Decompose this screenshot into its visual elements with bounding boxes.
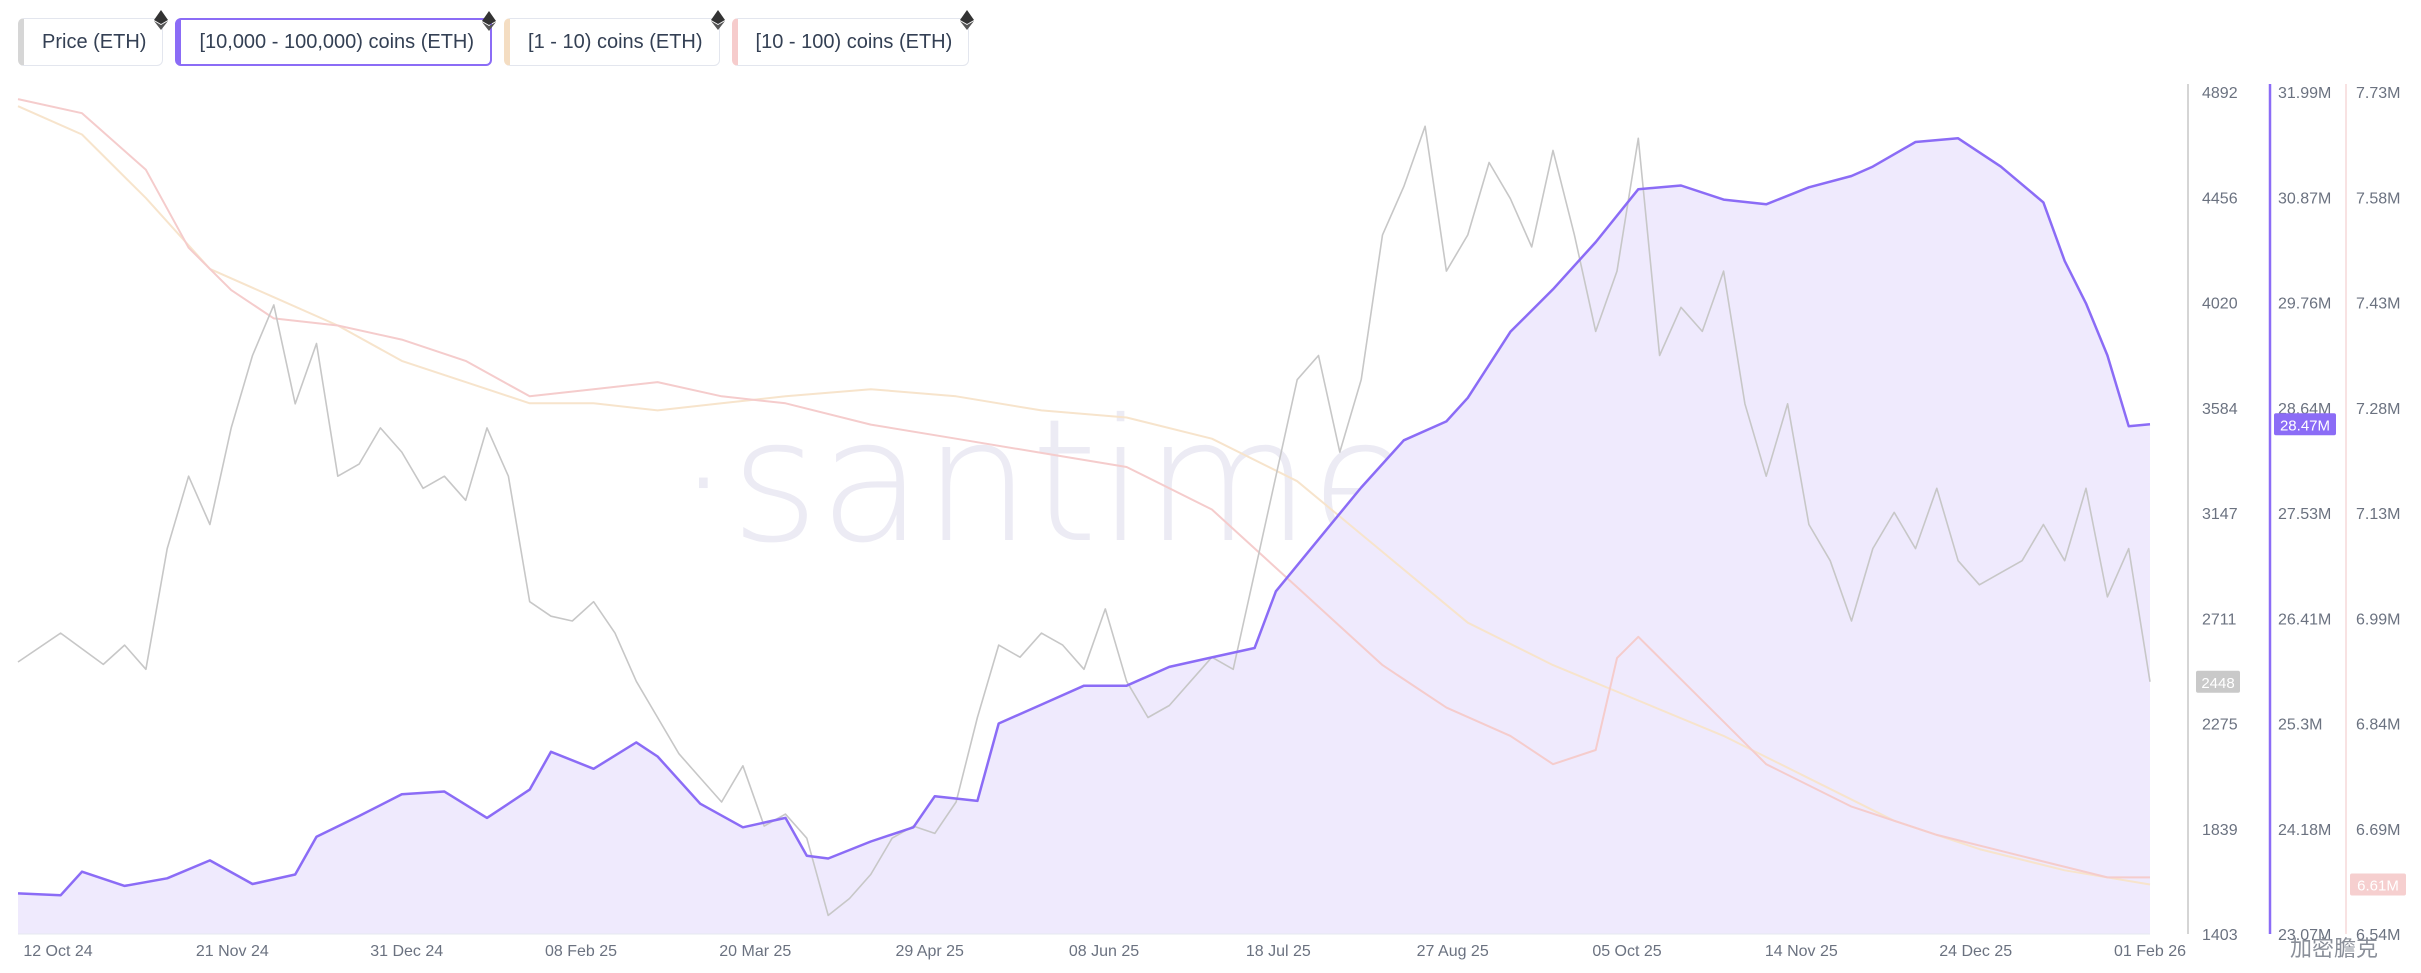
price-tick-label: 1839 (2202, 822, 2238, 839)
whale-tick-label: 24.18M (2278, 822, 2331, 839)
x-tick-label: 31 Dec 24 (370, 943, 443, 960)
small-tick-label: 6.69M (2356, 822, 2400, 839)
x-tick-label: 24 Dec 25 (1939, 943, 2012, 960)
x-tick-label: 01 Feb 26 (2114, 943, 2186, 960)
price-tick-label: 2711 (2202, 611, 2237, 628)
whale-tick-label: 23.07M (2278, 927, 2331, 944)
x-tick-label: 21 Nov 24 (196, 943, 269, 960)
legend-small-holders-label: [1 - 10) coins (ETH) (528, 30, 703, 53)
price-tick-label: 4020 (2202, 296, 2238, 313)
whale-tick-label: 27.53M (2278, 506, 2331, 523)
legend-mid-holders-label: [10 - 100) coins (ETH) (755, 30, 953, 53)
small-tick-label: 7.43M (2356, 296, 2400, 313)
small-tick-label: 7.28M (2356, 401, 2400, 418)
price-tick-label: 1403 (2202, 927, 2238, 944)
ethereum-icon (710, 10, 725, 30)
price-series-line[interactable] (17, 125, 2151, 917)
small-current-badge: 6.61M (2350, 873, 2406, 896)
price-tick-label: 4456 (2202, 190, 2238, 207)
whale-tick-label: 31.99M (2278, 85, 2331, 102)
small-tick-label: 6.54M (2356, 927, 2400, 944)
mid-holders-series-line[interactable] (17, 98, 2150, 879)
whale-tick-label: 26.41M (2278, 611, 2331, 628)
footer-watermark: 加密膽克 (2290, 937, 2378, 962)
x-tick-label: 08 Feb 25 (545, 943, 617, 960)
x-tick-label: 18 Jul 25 (1246, 943, 1311, 960)
price-current-badge-text: 2448 (2201, 675, 2234, 692)
legend-whale-label: [10,000 - 100,000) coins (ETH) (199, 30, 475, 53)
ethereum-icon (154, 10, 169, 30)
whale-tick-label: 30.87M (2278, 190, 2331, 207)
price-tick-label: 3584 (2202, 401, 2238, 418)
price-current-badge: 2448 (2196, 670, 2240, 693)
ethereum-icon (482, 11, 497, 31)
small-tick-label: 6.84M (2356, 717, 2400, 734)
whale-series-line[interactable] (17, 137, 2151, 897)
x-tick-label: 12 Oct 24 (23, 943, 92, 960)
legend-mid-holders[interactable]: [10 - 100) coins (ETH) (731, 10, 975, 66)
footer-watermark-text: 加密膽克 (2290, 937, 2378, 962)
small-tick-label: 7.58M (2356, 190, 2400, 207)
chart-legend: Price (ETH) [10,000 - 100,000) coins (ET… (18, 10, 975, 66)
whale-current-badge-text: 28.47M (2280, 417, 2330, 434)
price-tick-label: 3147 (2202, 506, 2238, 523)
x-tick-label: 05 Oct 25 (1592, 943, 1661, 960)
x-tick-label: 29 Apr 25 (895, 943, 964, 960)
x-tick-label: 27 Aug 25 (1417, 943, 1489, 960)
small-tick-label: 6.99M (2356, 611, 2400, 628)
legend-price-label: Price (ETH) (42, 30, 147, 53)
whale-area-fill (18, 138, 2150, 935)
legend-small-holders[interactable]: [1 - 10) coins (ETH) (504, 10, 725, 66)
small-tick-label: 7.13M (2356, 506, 2400, 523)
price-tick-label: 4892 (2202, 85, 2238, 102)
x-tick-label: 08 Jun 25 (1069, 943, 1139, 960)
whale-tick-label: 29.76M (2278, 296, 2331, 313)
legend-price[interactable]: Price (ETH) (18, 10, 169, 66)
price-tick-label: 2275 (2202, 717, 2238, 734)
ethereum-icon (960, 10, 975, 30)
whale-current-badge: 28.47M (2274, 413, 2336, 436)
x-tick-label: 14 Nov 25 (1765, 943, 1838, 960)
whale-tick-label: 25.3M (2278, 717, 2322, 734)
legend-whale[interactable]: [10,000 - 100,000) coins (ETH) (175, 11, 497, 66)
small-tick-label: 7.73M (2356, 85, 2400, 102)
x-tick-label: 20 Mar 25 (719, 943, 791, 960)
small-current-badge-text: 6.61M (2357, 878, 2399, 895)
